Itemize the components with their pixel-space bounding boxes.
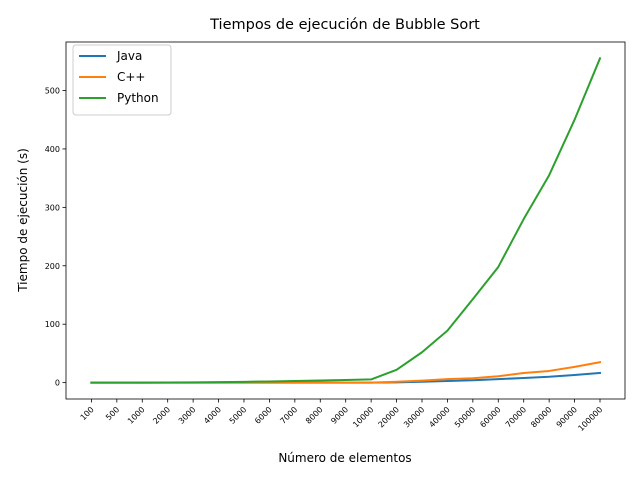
x-axis-title: Número de elementos <box>278 451 411 465</box>
legend-label-cpp: C++ <box>117 70 146 84</box>
y-axis: 0 100 200 300 400 500 <box>45 86 66 388</box>
legend-label-java: Java <box>116 49 142 63</box>
legend: Java C++ Python <box>72 44 172 116</box>
chart-title: Tiempos de ejecución de Bubble Sort <box>209 17 480 33</box>
y-tick-label: 400 <box>45 145 60 154</box>
series-line-python <box>90 57 602 384</box>
plot-series <box>90 57 602 384</box>
legend-label-python: Python <box>117 91 159 105</box>
y-tick-label: 200 <box>45 262 60 271</box>
y-tick-label: 300 <box>45 203 60 212</box>
y-tick-label: 500 <box>45 86 60 95</box>
y-axis-title: Tiempo de ejecución (s) <box>16 148 30 293</box>
y-tick-label: 0 <box>55 379 60 388</box>
y-tick-label: 100 <box>45 320 60 329</box>
